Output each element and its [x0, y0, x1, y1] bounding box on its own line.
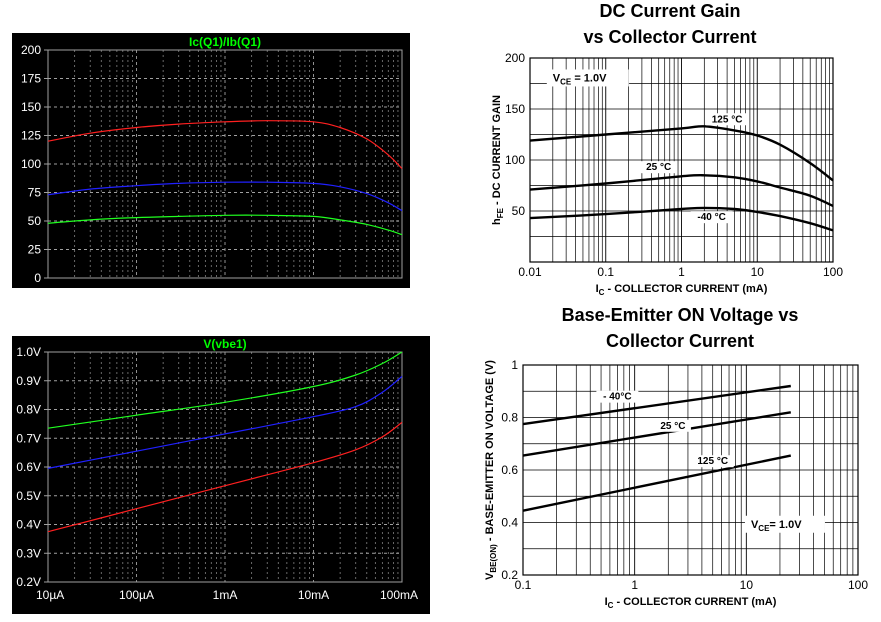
datasheet-vbe-chart: Base-Emitter ON Voltage vs Collector Curr… — [440, 302, 880, 620]
y-axis-label: hFE - DC CURRENT GAIN — [491, 95, 505, 225]
datasheet-vbe-svg: Base-Emitter ON Voltage vs Collector Curr… — [484, 305, 868, 610]
y-tick-label: 0.8V — [16, 403, 41, 417]
spice-gain-chart: Ic(Q1)/Ib(Q1) 0 25 50 75 100 125 150 175 200 — [12, 33, 410, 288]
x-tick-label: 10 — [751, 265, 765, 279]
series-label: - 40°C — [603, 392, 631, 403]
x-tick-label: 1mA — [213, 588, 238, 602]
x-tick-label: 100 — [823, 265, 843, 279]
condition-label: VCE= 1.0V — [751, 519, 802, 533]
series-label: -40 °C — [697, 212, 725, 223]
y-tick-label: 25 — [28, 243, 42, 257]
y-tick-label: 200 — [21, 43, 41, 57]
y-tick-label: 0.2V — [16, 575, 41, 589]
series-label-bg — [596, 390, 639, 403]
chart-title: Ic(Q1)/Ib(Q1) — [189, 35, 261, 49]
x-tick-label: 100mA — [380, 588, 418, 602]
y-tick-label: 0.9V — [16, 374, 41, 388]
series-line-2 — [47, 375, 403, 469]
spice-vbe-svg: V(vbe1) 0.2V 0.3V 0.4V 0.5V 0.6V 0.7V 0.8V 0.9V 1… — [12, 336, 430, 614]
series-label-bg — [706, 113, 749, 126]
y-tick-label: 100 — [505, 153, 525, 167]
x-tick-label: 10µA — [36, 588, 64, 602]
grid-lines — [530, 58, 833, 262]
series-line-2 — [47, 181, 403, 212]
y-tick-label: 0.6V — [16, 460, 41, 474]
y-tick-label: 0.7V — [16, 431, 41, 445]
y-tick-label: 1 — [511, 358, 518, 372]
x-tick-label: 1 — [631, 578, 638, 592]
grid-lines — [48, 50, 402, 278]
series-line-1 — [522, 384, 791, 426]
plot-frame — [47, 49, 403, 279]
chart-title: V(vbe1) — [203, 337, 246, 351]
series-label-bg — [654, 419, 691, 432]
series-line-1 — [47, 120, 403, 170]
series-label-bg — [640, 161, 677, 174]
series-line-3 — [529, 206, 834, 232]
y-tick-label: 150 — [21, 100, 41, 114]
series-line-2 — [522, 411, 791, 457]
grid-lines — [48, 352, 402, 582]
chart-title: vs Collector Current — [583, 27, 756, 47]
x-tick-label: 100µA — [119, 588, 154, 602]
y-tick-label: 0 — [34, 271, 41, 285]
series-line-3 — [47, 214, 403, 236]
x-tick-label: 1 — [678, 265, 685, 279]
series-label: 25 °C — [660, 421, 685, 432]
condition-label-bg — [546, 69, 629, 87]
series-label: 125 °C — [712, 114, 743, 125]
series-line-1 — [529, 125, 834, 182]
y-tick-label: 150 — [505, 102, 525, 116]
plot-frame — [529, 57, 834, 263]
condition-label: VCE = 1.0V — [553, 72, 607, 86]
series-line-3 — [522, 454, 792, 512]
x-tick-label: 10mA — [298, 588, 329, 602]
y-tick-label: 100 — [21, 157, 41, 171]
x-axis-label: IC - COLLECTOR CURRENT (mA) — [596, 283, 768, 297]
y-axis-label: VBE(ON) - BASE-EMITTER ON VOLTAGE (V) — [484, 360, 498, 580]
series-label-bg — [691, 455, 734, 468]
spice-vbe-chart: V(vbe1) 0.2V 0.3V 0.4V 0.5V 0.6V 0.7V 0.8V 0.9V 1… — [12, 336, 430, 614]
series-label-bg — [690, 211, 733, 224]
y-tick-label: 0.6 — [501, 463, 518, 477]
series-line-3 — [47, 421, 403, 533]
plot-frame — [47, 351, 403, 583]
chart-title: Collector Current — [606, 331, 754, 351]
y-tick-label: 50 — [512, 204, 526, 218]
x-tick-label: 100 — [848, 578, 868, 592]
grid-lines — [523, 365, 858, 575]
y-tick-label: 0.8 — [501, 411, 518, 425]
x-tick-label: 0.01 — [518, 265, 542, 279]
plot-frame — [522, 364, 859, 576]
chart-title: DC Current Gain — [599, 1, 740, 21]
x-tick-label: 10 — [740, 578, 754, 592]
y-tick-label: 1.0V — [16, 345, 41, 359]
datasheet-gain-chart: DC Current Gain vs Collector Current 50 100… — [440, 0, 860, 300]
y-tick-label: 0.3V — [16, 546, 41, 560]
y-tick-label: 0.5V — [16, 489, 41, 503]
y-tick-label: 75 — [28, 186, 42, 200]
y-tick-label: 0.4V — [16, 518, 41, 532]
series-label: 125 °C — [697, 456, 728, 467]
y-tick-label: 175 — [21, 72, 41, 86]
series-label: 25 °C — [646, 162, 671, 173]
y-tick-label: 125 — [21, 129, 41, 143]
y-tick-label: 50 — [28, 214, 42, 228]
x-axis-label: IC - COLLECTOR CURRENT (mA) — [605, 596, 777, 610]
y-tick-label: 0.2 — [501, 568, 518, 582]
chart-title: Base-Emitter ON Voltage vs — [562, 305, 799, 325]
x-tick-label: 0.1 — [597, 265, 614, 279]
condition-label-bg — [744, 515, 825, 533]
series-line-2 — [529, 173, 834, 207]
series-line-1 — [47, 351, 403, 429]
x-tick-label: 0.1 — [515, 578, 532, 592]
spice-gain-svg: Ic(Q1)/Ib(Q1) 0 25 50 75 100 125 150 175 200 — [12, 33, 410, 288]
y-tick-label: 0.4 — [501, 516, 518, 530]
y-tick-label: 200 — [505, 51, 525, 65]
